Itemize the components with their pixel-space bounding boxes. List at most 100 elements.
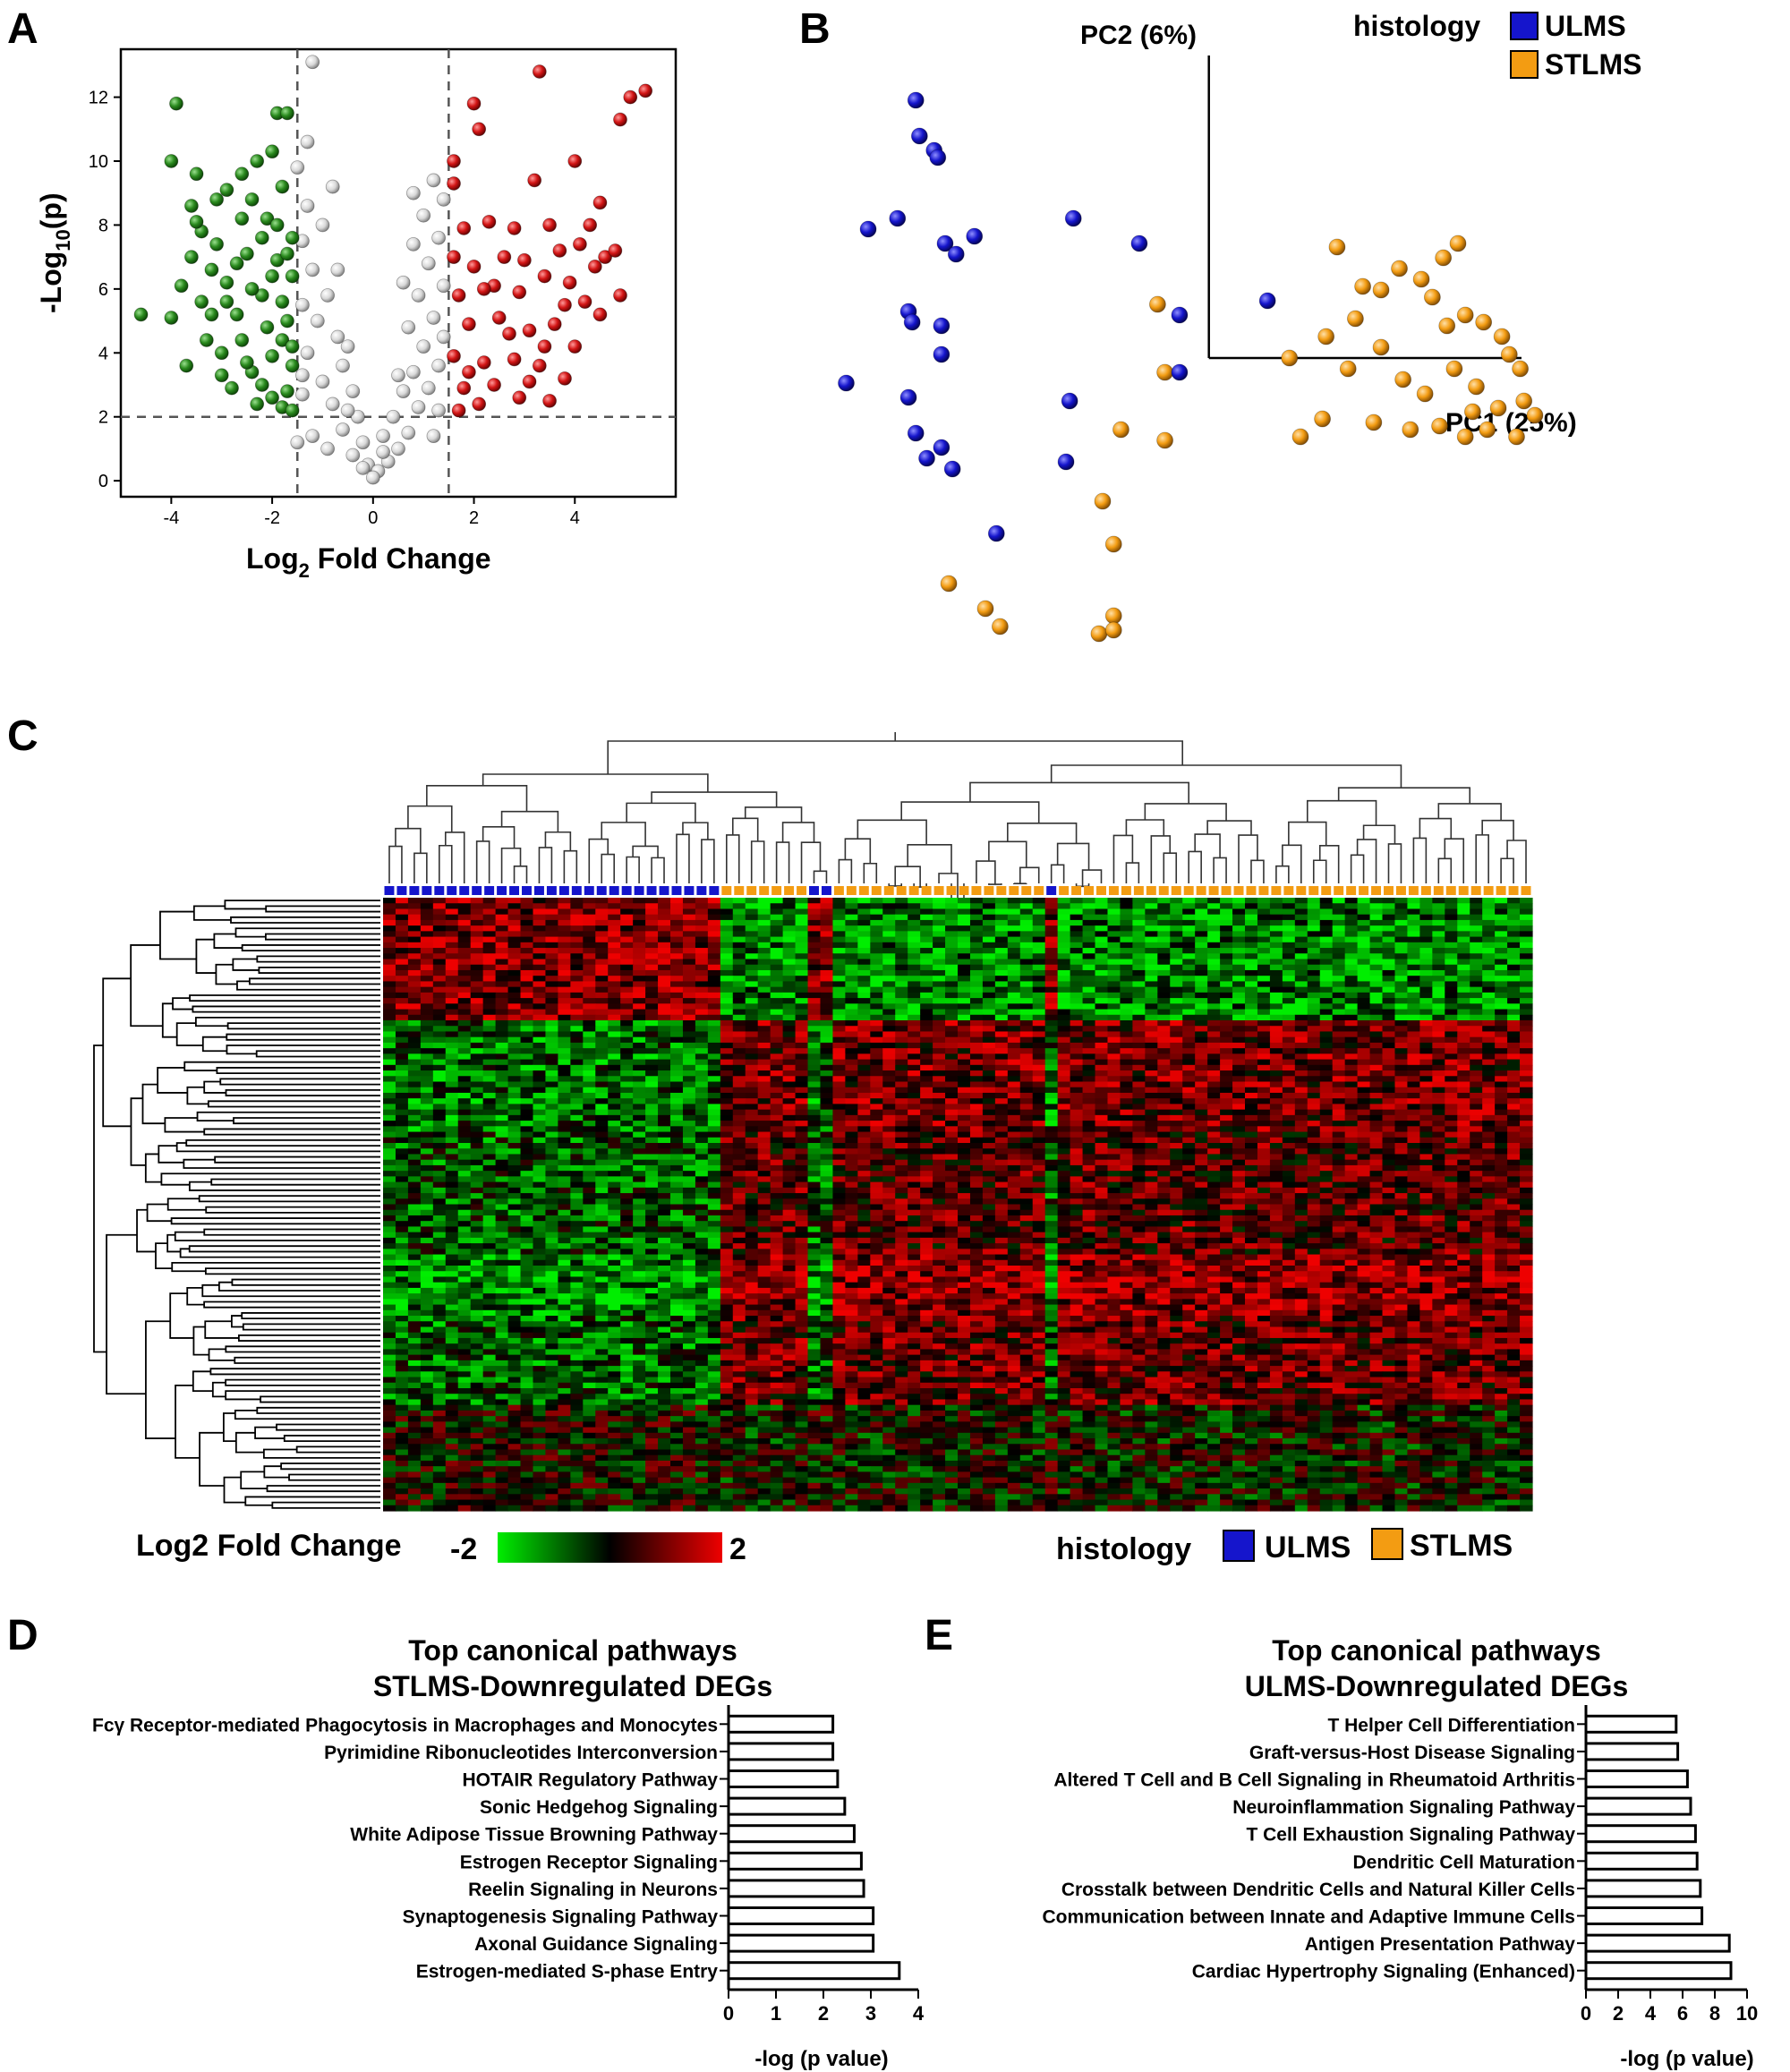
- heatmap-cell: [520, 981, 534, 988]
- heatmap-cell: [1445, 1081, 1458, 1088]
- heatmap-cell: [845, 1020, 858, 1027]
- heatmap-cell: [520, 1154, 534, 1161]
- volcano-point-down: [280, 313, 294, 328]
- heatmap-cell: [1245, 1087, 1258, 1094]
- heatmap-cell: [1482, 1048, 1496, 1054]
- heatmap-cell: [1107, 919, 1121, 926]
- heatmap-cell: [457, 1109, 472, 1116]
- heatmap-cell: [1132, 1131, 1146, 1138]
- heatmap-cell: [1095, 1126, 1109, 1133]
- heatmap-cell: [1182, 1159, 1196, 1166]
- heatmap-cell: [720, 1131, 734, 1138]
- row-dendrogram-branch: [222, 1412, 236, 1443]
- heatmap-cell: [908, 931, 921, 938]
- heatmap-cell: [1107, 1014, 1121, 1021]
- heatmap-cell: [495, 936, 509, 943]
- heatmap-cell: [895, 1009, 908, 1016]
- row-dendrogram-branch: [248, 977, 380, 985]
- heatmap-cell: [795, 1121, 809, 1127]
- heatmap-cell: [1095, 1159, 1109, 1166]
- volcano-point-ns: [295, 297, 310, 312]
- heatmap-cell: [845, 1148, 858, 1155]
- heatmap-cell: [1232, 1087, 1246, 1094]
- heatmap-cell: [770, 925, 784, 932]
- volcano-point-up: [447, 348, 461, 363]
- heatmap-cell: [1495, 898, 1508, 904]
- volcano-point-down: [244, 192, 260, 207]
- heatmap-cell: [645, 1048, 659, 1054]
- heatmap-cell: [633, 959, 646, 966]
- heatmap-cell: [1357, 981, 1371, 988]
- heatmap-cell: [383, 1053, 396, 1061]
- heatmap-cell: [570, 925, 584, 932]
- heatmap-cell: [620, 898, 634, 904]
- heatmap-cell: [745, 1014, 759, 1021]
- heatmap-cell: [1170, 1053, 1183, 1061]
- heatmap-cell: [1170, 986, 1183, 993]
- heatmap-cell: [1057, 1126, 1071, 1133]
- heatmap-cell: [882, 986, 896, 993]
- heatmap-cells: [383, 898, 1533, 1512]
- heatmap-cell: [958, 1104, 971, 1111]
- heatmap-cell: [782, 948, 797, 954]
- heatmap-cell: [1082, 1154, 1096, 1161]
- heatmap-cell: [1170, 1042, 1183, 1049]
- heatmap-cell: [383, 1159, 396, 1166]
- heatmap-cell: [1432, 1148, 1445, 1155]
- heatmap-cell: [832, 919, 846, 926]
- heatmap-cell: [832, 992, 846, 999]
- heatmap-cell: [720, 942, 734, 949]
- heatmap-cell: [770, 1137, 784, 1144]
- heatmap-cell: [1057, 948, 1071, 954]
- heatmap-cell: [920, 942, 933, 949]
- heatmap-panel: Log2 Fold Change -2 2 histology ULMS STL…: [93, 732, 1533, 1566]
- row-dendrogram-branch: [164, 1117, 205, 1133]
- heatmap-cell: [608, 1070, 621, 1077]
- heatmap-cell: [432, 1114, 447, 1121]
- heatmap-cell: [1382, 1131, 1396, 1138]
- heatmap-cell: [1007, 1114, 1021, 1121]
- heatmap-cell: [782, 1154, 797, 1161]
- heatmap-cell: [1070, 1098, 1084, 1105]
- row-dendrogram-branch: [226, 1033, 380, 1041]
- heatmap-cell: [982, 1131, 996, 1138]
- heatmap-cell: [1495, 1076, 1508, 1083]
- heatmap-cell: [969, 1009, 984, 1016]
- heatmap-cell: [1394, 914, 1409, 921]
- pca-point-stlms: [1328, 238, 1346, 256]
- heatmap-cell: [933, 1098, 946, 1105]
- volcano-point-ns: [290, 435, 305, 450]
- heatmap-cell: [533, 1059, 547, 1066]
- heatmap-cell: [1257, 998, 1271, 1004]
- heatmap-cell: [645, 976, 659, 983]
- heatmap-cell: [1032, 1087, 1046, 1094]
- heatmap-cell: [1032, 1104, 1046, 1111]
- heatmap-cell: [1457, 942, 1470, 949]
- heatmap-cell: [1207, 1148, 1221, 1155]
- heatmap-cell: [1082, 1087, 1096, 1094]
- heatmap-cell: [1382, 1026, 1396, 1033]
- heatmap-cell: [633, 1087, 646, 1094]
- heatmap-cell: [782, 936, 797, 943]
- heatmap-cell: [1145, 1031, 1158, 1038]
- heatmap-cell: [1245, 1126, 1258, 1133]
- volcano-point-down: [219, 275, 234, 290]
- heatmap-cell: [1157, 931, 1171, 938]
- heatmap-cell: [770, 986, 784, 993]
- heatmap-cell: [1182, 1053, 1196, 1061]
- heatmap-cell: [1007, 1126, 1021, 1133]
- heatmap-cell: [695, 964, 709, 971]
- column-marker-stlms: [1121, 886, 1131, 895]
- heatmap-cell: [1132, 936, 1146, 943]
- heatmap-cell: [608, 1026, 621, 1033]
- heatmap-cell: [1332, 919, 1346, 926]
- heatmap-cell: [1019, 1042, 1034, 1049]
- heatmap-cell: [807, 969, 822, 976]
- heatmap-cell: [470, 898, 484, 904]
- heatmap-cell: [945, 1098, 959, 1105]
- heatmap-cell: [1282, 1081, 1296, 1088]
- volcano-y-tick-label: 12: [89, 89, 108, 108]
- heatmap-cell: [1507, 1143, 1521, 1149]
- heatmap-cell: [1182, 1104, 1196, 1111]
- column-marker-stlms: [759, 886, 770, 895]
